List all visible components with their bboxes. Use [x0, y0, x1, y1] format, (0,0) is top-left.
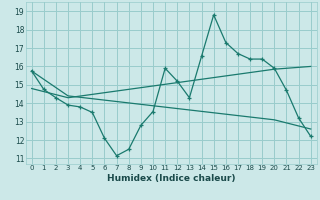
X-axis label: Humidex (Indice chaleur): Humidex (Indice chaleur) — [107, 174, 236, 183]
